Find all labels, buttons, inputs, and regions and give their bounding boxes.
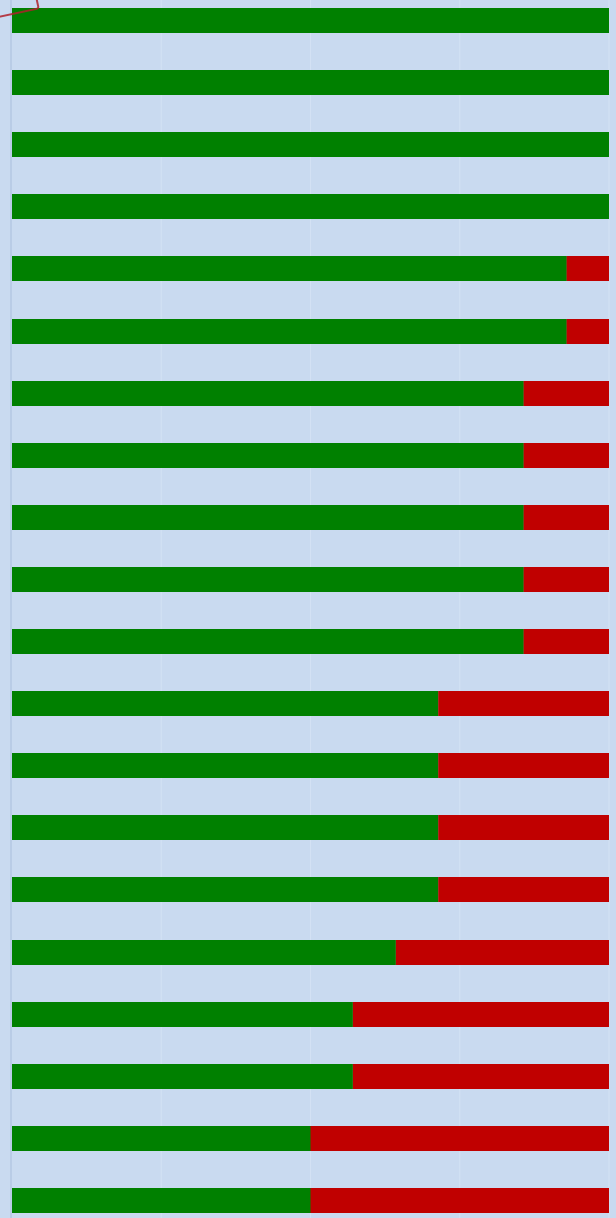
- bar-2-segment-1: [12, 70, 609, 95]
- bar-15-segment-2: [438, 877, 609, 902]
- bar-8-segment-2: [523, 443, 609, 468]
- bar-19-segment-2: [310, 1126, 609, 1151]
- bar-12-segment-1: [12, 691, 439, 716]
- bar-4-segment-1: [12, 194, 609, 219]
- bars: [12, 8, 609, 1213]
- bar-10-segment-1: [12, 567, 524, 592]
- bar-13-segment-1: [12, 753, 439, 778]
- bar-9-segment-1: [12, 505, 524, 530]
- bar-20-segment-1: [12, 1188, 311, 1213]
- bar-9-segment-2: [523, 505, 609, 530]
- bar-6-segment-2: [566, 319, 609, 344]
- bar-20-segment-2: [310, 1188, 609, 1213]
- bar-17-segment-2: [352, 1002, 609, 1027]
- bar-19-segment-1: [12, 1126, 311, 1151]
- bar-8-segment-1: [12, 443, 524, 468]
- bar-14-segment-2: [438, 815, 609, 840]
- bar-15-segment-1: [12, 877, 439, 902]
- bar-16-segment-2: [395, 940, 609, 965]
- bar-14-segment-1: [12, 815, 439, 840]
- bar-7-segment-1: [12, 381, 524, 406]
- bar-1-segment-1: [12, 8, 609, 33]
- bar-7-segment-2: [523, 381, 609, 406]
- bar-5-segment-2: [566, 256, 609, 281]
- bar-18-segment-1: [12, 1064, 353, 1089]
- bar-18-segment-2: [352, 1064, 609, 1089]
- bar-6-segment-1: [12, 319, 567, 344]
- bar-11-segment-1: [12, 629, 524, 654]
- bar-11-segment-2: [523, 629, 609, 654]
- bar-17-segment-1: [12, 1002, 353, 1027]
- bar-3-segment-1: [12, 132, 609, 157]
- bar-12-segment-2: [438, 691, 609, 716]
- bar-13-segment-2: [438, 753, 609, 778]
- bar-16-segment-1: [12, 940, 396, 965]
- bar-5-segment-1: [12, 256, 567, 281]
- bar-10-segment-2: [523, 567, 609, 592]
